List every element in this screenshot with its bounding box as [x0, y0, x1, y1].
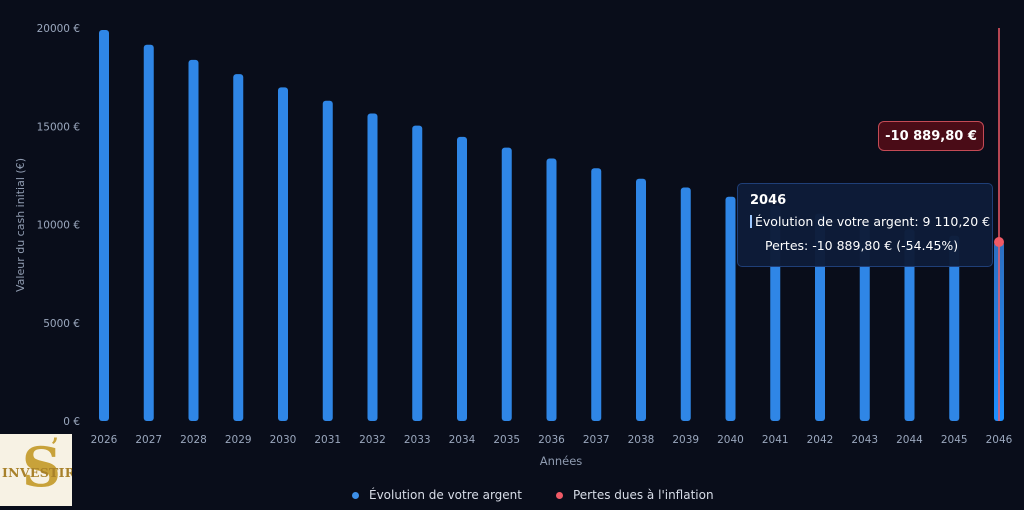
tooltip-row-evolution: Évolution de votre argent: 9 110,20 €: [750, 214, 990, 229]
bar-2036[interactable]: [546, 158, 557, 421]
x-tick-label: 2028: [180, 434, 207, 446]
y-tick-label: 10000 €: [37, 220, 80, 232]
x-tick-label: 2031: [314, 434, 341, 446]
svg-text:’: ’: [51, 434, 59, 460]
chart-legend: Évolution de votre argent Pertes dues à …: [352, 488, 714, 502]
tooltip-evolution-text: Évolution de votre argent: 9 110,20 €: [755, 214, 991, 229]
bar-2043[interactable]: [859, 221, 870, 421]
svg-text:S: S: [22, 435, 61, 499]
x-tick-label: 2041: [762, 434, 789, 446]
bar-2027[interactable]: [143, 44, 154, 421]
sinvestir-logo: S ’ INVESTIR: [0, 434, 75, 506]
chart-tooltip: 2046 Évolution de votre argent: 9 110,20…: [737, 183, 993, 267]
loss-value-label: -10 889,80 €: [878, 121, 984, 151]
x-tick-label: 2043: [851, 434, 878, 446]
bars-group: [99, 29, 1004, 422]
x-tick-label: 2046: [986, 434, 1013, 446]
y-tick-label: 15000 €: [37, 121, 80, 133]
bar-2026[interactable]: [99, 29, 109, 422]
x-tick-label: 2039: [672, 434, 699, 446]
legend-item-evolution[interactable]: Évolution de votre argent: [352, 488, 522, 502]
bar-2033[interactable]: [412, 125, 423, 422]
x-tick-label: 2026: [91, 434, 118, 446]
x-axis-ticks: 2026 2027 2028 2029 2030 2031 2032 2033 2034 2035…: [91, 434, 1013, 446]
bar-2037[interactable]: [591, 168, 602, 421]
x-tick-label: 2038: [628, 434, 655, 446]
x-tick-label: 2033: [404, 434, 431, 446]
sinvestir-logo-icon: S ’ INVESTIR: [2, 434, 75, 499]
legend-dot-blue-icon: [352, 491, 359, 499]
bar-2040[interactable]: [725, 196, 736, 421]
x-tick-label: 2035: [493, 434, 520, 446]
y-axis-ticks: 0 € 5000 € 10000 € 15000 € 20000 €: [37, 23, 80, 428]
legend-label-evolution: Évolution de votre argent: [369, 488, 522, 502]
y-tick-label: 0 €: [63, 416, 80, 428]
bar-2028[interactable]: [188, 59, 199, 421]
bar-2029[interactable]: [233, 74, 244, 422]
x-axis-label: Années: [540, 454, 583, 468]
x-tick-label: 2034: [449, 434, 476, 446]
bar-2034[interactable]: [457, 136, 467, 421]
bar-2031[interactable]: [322, 100, 333, 421]
bar-2045[interactable]: [949, 235, 960, 421]
y-tick-label: 20000 €: [37, 23, 80, 35]
bar-2030[interactable]: [278, 87, 288, 421]
y-axis-label: Valeur du cash initial (€): [14, 158, 27, 292]
x-tick-label: 2029: [225, 434, 252, 446]
x-tick-label: 2030: [270, 434, 297, 446]
x-tick-label: 2042: [807, 434, 834, 446]
y-tick-label: 5000 €: [43, 318, 80, 330]
bar-2032[interactable]: [367, 113, 378, 421]
bar-2035[interactable]: [501, 147, 512, 421]
legend-label-losses: Pertes dues à l'inflation: [572, 488, 714, 502]
series-swatch-icon: [750, 215, 752, 228]
bar-2044[interactable]: [904, 229, 915, 421]
loss-point[interactable]: [994, 236, 1004, 247]
x-tick-label: 2045: [941, 434, 968, 446]
x-tick-label: 2032: [359, 434, 386, 446]
x-tick-label: 2036: [538, 434, 565, 446]
tooltip-losses-text: Pertes: -10 889,80 € (-54.45%): [765, 238, 959, 253]
legend-dot-red-icon: [555, 491, 563, 499]
legend-item-losses[interactable]: Pertes dues à l'inflation: [555, 488, 714, 502]
bar-2038[interactable]: [636, 178, 646, 421]
tooltip-year: 2046: [750, 193, 787, 208]
x-tick-label: 2044: [896, 434, 923, 446]
x-tick-label: 2037: [583, 434, 610, 446]
bar-2039[interactable]: [680, 187, 691, 421]
x-tick-label: 2040: [717, 434, 744, 446]
svg-text:INVESTIR: INVESTIR: [2, 465, 72, 480]
x-tick-label: 2027: [135, 434, 162, 446]
